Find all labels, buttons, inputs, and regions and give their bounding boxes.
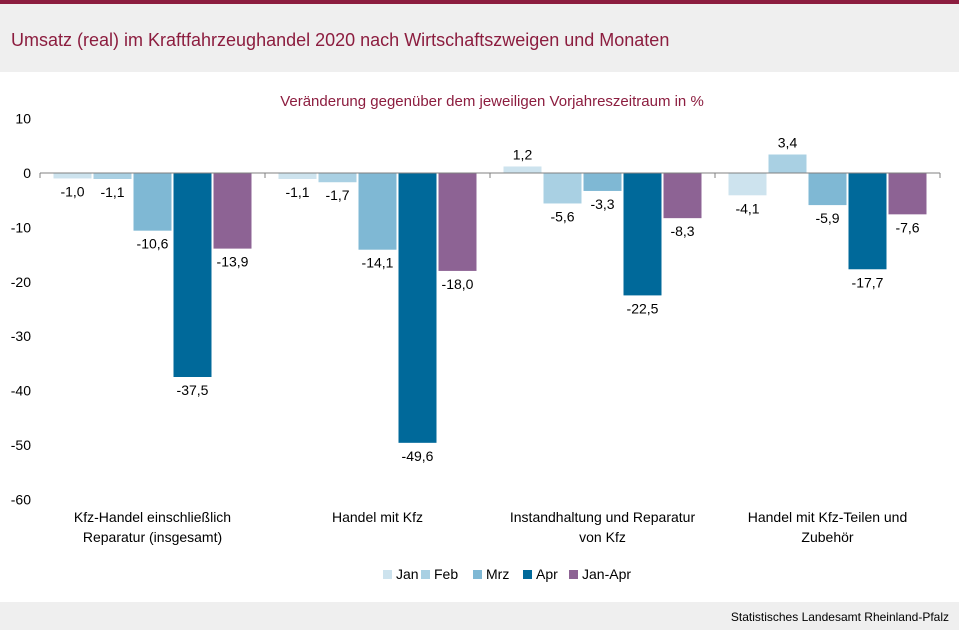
category-label: Zubehör	[801, 529, 853, 545]
bar-mrz-cat2	[358, 173, 397, 250]
bar-mrz-cat1	[133, 173, 172, 231]
data-label: -37,5	[177, 382, 209, 398]
bar-janapr-cat2	[438, 173, 477, 271]
y-tick-label: -30	[11, 328, 31, 344]
data-label: -7,6	[895, 219, 919, 235]
bar-jan-cat1	[53, 173, 92, 179]
data-label: -5,6	[550, 208, 574, 224]
bar-apr-cat2	[398, 173, 437, 443]
data-label: -4,1	[735, 200, 759, 216]
top-accent-bar	[0, 0, 959, 4]
legend-label: Apr	[536, 566, 558, 582]
bar-apr-cat4	[848, 173, 887, 270]
bar-feb-cat4	[768, 154, 807, 173]
y-tick-label: -60	[11, 491, 31, 507]
category-label: Kfz-Handel einschließlich	[74, 509, 231, 525]
data-label: 3,4	[778, 135, 798, 151]
data-label: -10,6	[137, 236, 169, 252]
bar-mrz-cat4	[808, 173, 847, 206]
bar-mrz-cat3	[583, 173, 622, 191]
category-label: Instandhaltung und Reparatur	[510, 509, 696, 525]
category-label: Handel mit Kfz	[332, 509, 423, 525]
header: Umsatz (real) im Kraftfahrzeughandel 202…	[0, 4, 959, 72]
bar-janapr-cat4	[888, 173, 927, 215]
y-tick-label: -10	[11, 219, 31, 235]
bar-jan-cat4	[728, 173, 767, 196]
data-label: -14,1	[362, 255, 394, 271]
data-label: -49,6	[402, 448, 434, 464]
legend-label: Jan-Apr	[582, 566, 631, 582]
data-label: -1,7	[325, 187, 349, 203]
bar-jan-cat3	[503, 166, 542, 173]
data-label: -17,7	[852, 274, 884, 290]
page-title: Umsatz (real) im Kraftfahrzeughandel 202…	[11, 30, 670, 50]
footer: Statistisches Landesamt Rheinland-Pfalz	[0, 602, 959, 630]
source-note: Statistisches Landesamt Rheinland-Pfalz	[730, 610, 949, 624]
y-tick-label: -20	[11, 274, 31, 290]
bar-janapr-cat3	[663, 173, 702, 219]
bar-janapr-cat1	[213, 173, 252, 249]
data-label: -3,3	[590, 196, 614, 212]
data-label: -1,0	[60, 183, 84, 199]
y-tick-label: 0	[23, 165, 31, 181]
legend-swatch-mrz	[473, 570, 482, 579]
data-label: -5,9	[815, 210, 839, 226]
legend-label: Mrz	[486, 566, 509, 582]
bar-apr-cat1	[173, 173, 212, 377]
bar-apr-cat3	[623, 173, 662, 296]
data-label: 1,2	[513, 146, 533, 162]
bar-feb-cat2	[318, 173, 357, 183]
data-label: -1,1	[100, 184, 124, 200]
y-tick-label: -50	[11, 437, 31, 453]
legend-label: Jan	[396, 566, 419, 582]
bar-feb-cat3	[543, 173, 582, 204]
y-tick-label: 10	[15, 111, 31, 127]
data-label: -1,1	[285, 184, 309, 200]
data-label: -18,0	[442, 276, 474, 292]
legend-swatch-feb	[421, 570, 430, 579]
chart-area: Veränderung gegenüber dem jeweiligen Vor…	[0, 72, 959, 602]
bar-feb-cat1	[93, 173, 132, 179]
bar-chart: Veränderung gegenüber dem jeweiligen Vor…	[11, 93, 941, 582]
legend-swatch-janapr	[569, 570, 578, 579]
category-label: Reparatur (insgesamt)	[83, 529, 222, 545]
legend-swatch-apr	[523, 570, 532, 579]
chart-subtitle: Veränderung gegenüber dem jeweiligen Vor…	[280, 93, 704, 110]
category-label: Handel mit Kfz-Teilen und	[748, 509, 908, 525]
data-label: -13,9	[217, 254, 249, 270]
legend-swatch-jan	[383, 570, 392, 579]
bar-jan-cat2	[278, 173, 317, 179]
data-label: -8,3	[670, 223, 694, 239]
data-label: -22,5	[627, 300, 659, 316]
category-label: von Kfz	[579, 529, 626, 545]
y-tick-label: -40	[11, 383, 31, 399]
legend-label: Feb	[434, 566, 458, 582]
